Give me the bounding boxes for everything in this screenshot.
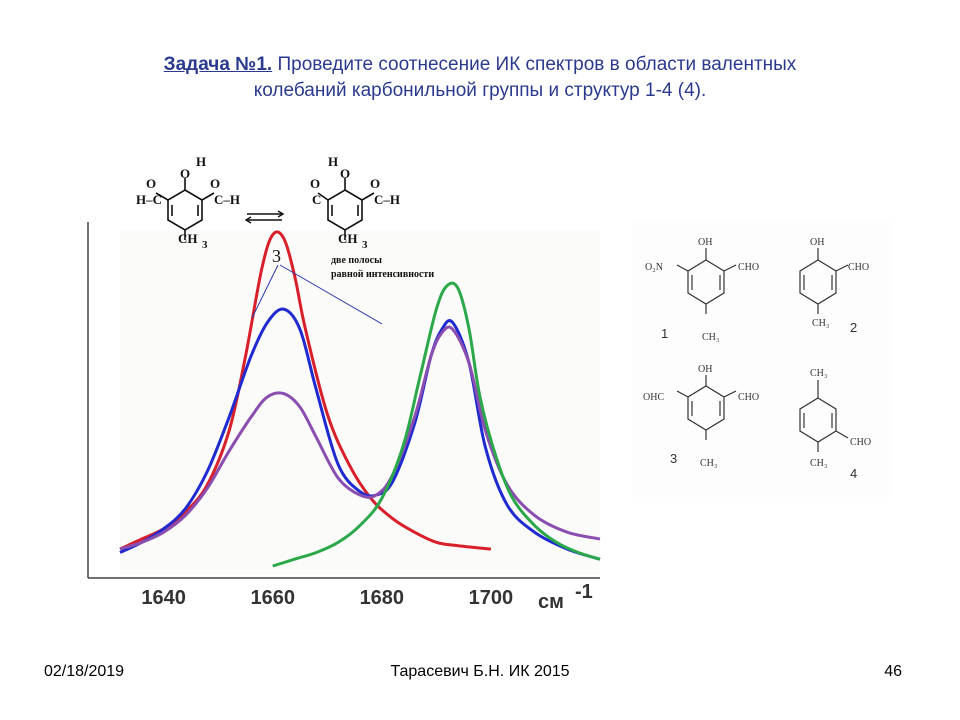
tautomer-right-labels: O H O C O C–H CH 3 (310, 154, 400, 251)
tautomer-right-ch: C–H (374, 192, 400, 207)
arrow-forward-head (277, 210, 285, 218)
structure-3-ring (676, 375, 737, 440)
structures-panel (632, 222, 892, 497)
structure-1-left: O₂N (645, 262, 663, 273)
tautomer-right-o3: O (370, 176, 380, 191)
footer-date: 02/18/2019 (44, 663, 125, 680)
structure-3-right-bond (723, 390, 737, 398)
tautomer-right-o2: O (310, 176, 320, 191)
structure-4-bottom: CH₃ (810, 458, 827, 469)
footer-page-number: 46 (884, 663, 902, 680)
structure-3-bottom: CH₃ (700, 458, 717, 469)
structure-4-ring (799, 380, 849, 452)
spectrum-line-1 (119, 230, 492, 551)
tautomer-left-ring (167, 189, 203, 231)
structure-3-right: CHO (738, 392, 759, 403)
structure-4-number: 4 (850, 466, 857, 481)
structure-4-right: CHO (850, 437, 871, 448)
structure-2-bottom: CH₃ (812, 318, 829, 329)
tautomer-left-labels: O H O H–C O C–H CH 3 (136, 154, 240, 251)
title-task-label: Задача №1. (163, 54, 273, 75)
spectrum-line-2 (119, 307, 601, 561)
x-tick-group: 1640 1660 1680 1700 (141, 587, 513, 609)
structure-3-left: OHC (643, 392, 664, 403)
structure-4-labels: CH₃ CHO CH₃ (810, 368, 871, 469)
structure-1-right: CHO (738, 262, 759, 273)
tautomer-right-ch3-sub: 3 (362, 239, 368, 251)
x-tick-label: 1700 (469, 587, 514, 609)
x-axis-label-superscript: -1 (575, 581, 593, 603)
tautomer-right-h: H (328, 154, 338, 169)
note-line2: равной интенсивности (331, 269, 434, 280)
tautomer-right (317, 178, 375, 240)
footer-author: Тарасевич Б.Н. ИК 2015 (390, 663, 570, 680)
tautomer-right-o: O (340, 166, 350, 181)
structure-4-right-bond (835, 430, 849, 439)
equilibrium-arrows (244, 210, 285, 224)
structure-1-left-bond (676, 264, 689, 272)
tautomer-left-cho-bond-2 (201, 192, 215, 201)
pointer-line-right (279, 264, 383, 325)
tautomer-right-ch3: CH (338, 231, 358, 246)
spectra-group (119, 230, 601, 568)
pointer-line-left (251, 264, 279, 319)
structure-1-ring (676, 248, 737, 314)
spectrum-line-3 (119, 325, 601, 551)
tautomer-left-ch: C–H (214, 192, 240, 207)
note-line1: две полосы (331, 255, 382, 266)
title-text-line1: Проведите соотнесение ИК спектров в обла… (272, 54, 797, 75)
slide-title: Задача №1. Проведите соотнесение ИК спек… (80, 52, 880, 104)
structure-2-right-bond (835, 264, 849, 272)
tautomer-left (155, 178, 215, 240)
arrow-back-head (244, 216, 252, 224)
tautomer-left-cho-bond (155, 192, 169, 201)
tautomer-left-o3: O (210, 176, 220, 191)
tautomer-right-cho-bond (317, 192, 329, 201)
structure-2-right: CHO (848, 262, 869, 273)
structure-3-left-bond (676, 390, 689, 398)
spectrum-label-3: 3 (272, 246, 281, 266)
title-text-line2: колебаний карбонильной группы и структур… (253, 80, 707, 101)
spectrum-background (120, 230, 600, 575)
structure-1-top: OH (698, 237, 712, 248)
x-tick-label: 1640 (141, 587, 186, 609)
structure-1-number: 1 (661, 326, 668, 341)
x-tick-label: 1660 (250, 587, 295, 609)
x-axis-label: см (538, 591, 564, 613)
structure-3-number: 3 (670, 451, 677, 466)
structure-2-ring (799, 248, 849, 314)
tautomer-left-h: H (196, 154, 206, 169)
structure-3-top: OH (698, 364, 712, 375)
tautomer-right-ring (327, 189, 363, 231)
structure-1-right-bond (723, 264, 737, 272)
structure-3-labels: OH OHC CHO CH₃ (643, 364, 759, 469)
structure-1-labels: OH O₂N CHO CH₃ (645, 237, 759, 343)
tautomer-left-o: O (180, 166, 190, 181)
tautomer-left-ch3: CH (178, 231, 198, 246)
tautomer-right-c: C (312, 192, 321, 207)
structure-1-bottom: CH₃ (702, 332, 719, 343)
tautomer-left-ch3-sub: 3 (202, 239, 208, 251)
structure-2-number: 2 (850, 320, 857, 335)
tautomer-left-o2: O (146, 176, 156, 191)
tautomer-right-cho-bond-2 (361, 192, 375, 201)
structure-2-top: OH (810, 237, 824, 248)
tautomer-left-hc: H–C (136, 192, 162, 207)
structure-2-labels: OH CHO CH₃ (810, 237, 869, 329)
x-tick-label: 1680 (360, 587, 405, 609)
spectrum-line-4 (272, 281, 601, 568)
structure-4-top: CH₃ (810, 368, 827, 379)
